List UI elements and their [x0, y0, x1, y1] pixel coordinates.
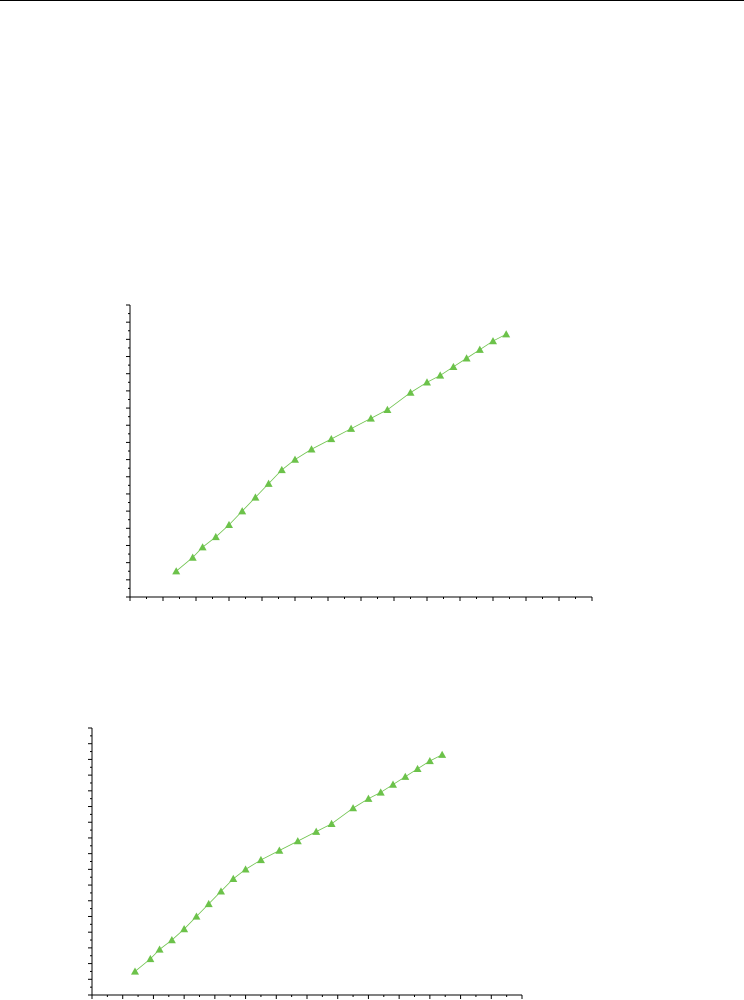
chart-top-series-1-point [366, 414, 375, 422]
chart-bottom-series-1-point [204, 899, 213, 908]
chart-bottom-series-1-point [180, 925, 189, 933]
chart-top-series-1-point [423, 378, 431, 386]
chart-top-series [172, 330, 511, 575]
chart-top-series-1-point [172, 567, 181, 575]
chart-bottom-series-1-point [217, 887, 225, 895]
chart-bottom [88, 727, 523, 999]
chart-top-series-1-point [225, 520, 233, 529]
chart-bottom-series-1-point [312, 827, 321, 835]
chart-top-series-1-point [188, 553, 197, 561]
chart-top-series-1-point [251, 493, 260, 501]
chart-top-series-1-point [436, 371, 445, 379]
chart-bottom-series-1-point [192, 912, 201, 920]
chart-bottom-series-1-point [401, 772, 410, 780]
chart-bottom-series-1-point [349, 804, 358, 812]
chart-top-axes [126, 304, 593, 601]
chart-top-series-1-point [475, 345, 484, 353]
chart-bottom-series-1-point [275, 846, 284, 854]
chart-bottom-series-1-point [241, 865, 250, 873]
chart-bottom-series-1-point [376, 788, 385, 796]
chart-top-series-1 [172, 330, 511, 575]
chart-bottom-series-1-point [293, 837, 302, 845]
chart-bottom-series [131, 750, 447, 975]
chart-bottom-series-1-point [438, 750, 447, 758]
chart-top-series-1-point [462, 354, 471, 362]
chart-bottom-series-1-point [327, 819, 336, 828]
chart-bottom-series-1-point [167, 936, 176, 944]
chart-bottom-series-1-point [364, 794, 373, 802]
chart-bottom-series-1 [131, 750, 447, 975]
chart-bottom-series-1-point [155, 945, 164, 953]
chart-bottom-series-1-point [131, 967, 139, 975]
chart-bottom-axes [88, 727, 523, 999]
chart-top-series-1-point [347, 424, 356, 432]
chart-bottom-series-1-point [146, 954, 155, 963]
chart-bottom-series-1-point [425, 756, 434, 765]
chart-top-series-1-point [291, 455, 299, 463]
chart-top-series-1-point [277, 465, 286, 474]
chart-top-series-1-point [406, 388, 415, 396]
chart-bottom-series-1-point [389, 780, 397, 788]
chart-top-series-1-point [198, 543, 207, 551]
chart-top-series-1-point [307, 445, 316, 453]
chart-bottom-series-1-point [256, 855, 265, 864]
chart-top [126, 304, 593, 601]
chart-top-series-1-point [211, 532, 220, 541]
chart-top-series-1-point [238, 507, 247, 515]
top-rule [0, 0, 744, 1]
chart-bottom-series-1-point [413, 764, 422, 773]
chart-top-series-1-point [327, 434, 336, 443]
chart-top-series-1-point [489, 337, 497, 345]
chart-top-series-1-point [264, 479, 273, 487]
chart-top-series-1-point [449, 362, 458, 371]
chart-bottom-series-1-point [229, 874, 238, 882]
chart-top-series-1-point [383, 405, 392, 413]
chart-top-series-1-point [502, 330, 511, 338]
